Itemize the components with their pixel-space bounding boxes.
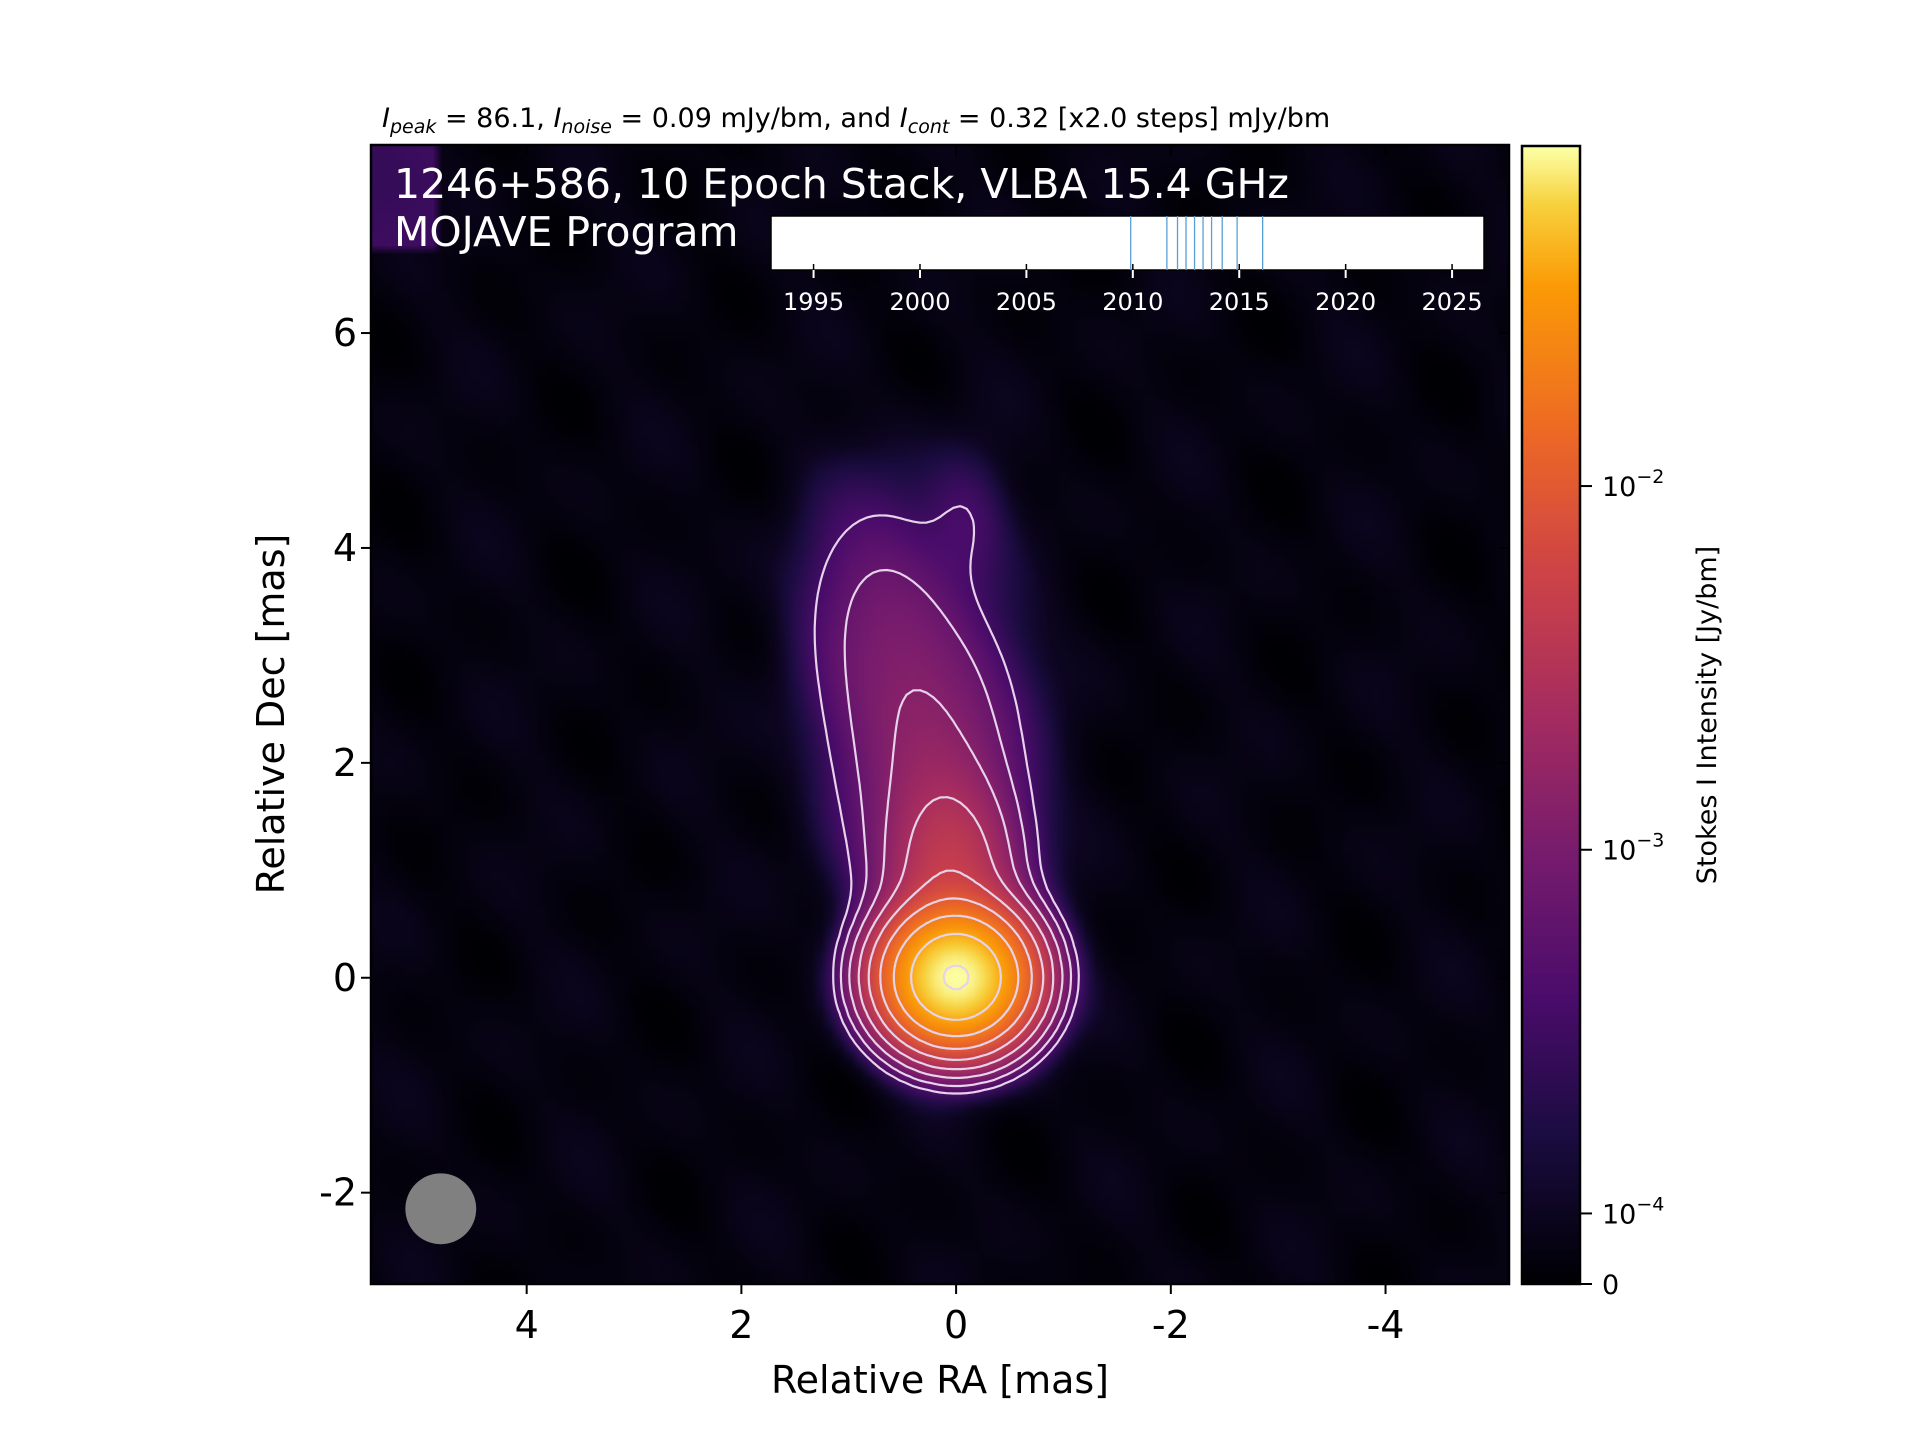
- contour-line: [857, 796, 1055, 1071]
- x-axis-ticks: 4 2 0 -2 -4: [515, 145, 1405, 1347]
- colorbar-gradient: [1522, 146, 1580, 1284]
- header-part: = 0.09 mJy/bm, and: [612, 103, 900, 134]
- contour-line: [942, 964, 970, 991]
- header-part: noise: [561, 116, 612, 138]
- timeline-tick-label: 2015: [1209, 288, 1270, 316]
- image-plot: 4 2 0 -2 -4 -2 0 2 4 6 1246+586, 10 Epoch Stack,…: [319, 143, 1511, 1347]
- contour-line: [879, 897, 1033, 1050]
- chart-header: Ipeak = 86.1, Inoise = 0.09 mJy/bm, and …: [382, 103, 1330, 138]
- timeline-tick-label: 2000: [889, 288, 950, 316]
- contour-line: [892, 914, 1020, 1038]
- x-tick-label: 2: [729, 1303, 753, 1347]
- header-part: I: [382, 103, 390, 134]
- plot-title-line2: MOJAVE Program: [394, 208, 738, 256]
- y-axis-ticks: -2 0 2 4 6: [319, 311, 1509, 1215]
- colorbar-tick-label: 0: [1602, 1270, 1619, 1301]
- y-axis-label: Relative Dec [mas]: [249, 534, 293, 895]
- contour-layer: [813, 505, 1080, 1095]
- epoch-timeline: 1995 2000 2005 2010 2015 2020 2025: [770, 215, 1485, 316]
- y-tick-label: 0: [333, 956, 357, 1000]
- colorbar-ticks: 0 10−4 10−3 10−2: [1580, 466, 1664, 1301]
- header-part: peak: [389, 116, 437, 138]
- colorbar: 0 10−4 10−3 10−2 Stokes I Intensity [Jy/bm]: [1520, 144, 1723, 1301]
- header-part: I: [900, 103, 908, 134]
- contour-line: [839, 568, 1073, 1088]
- timeline-tick-label: 2010: [1102, 288, 1163, 316]
- x-tick-label: -2: [1152, 1303, 1190, 1347]
- contour-line: [867, 869, 1045, 1061]
- header-part: = 0.32 [x2.0 steps] mJy/bm: [949, 103, 1330, 134]
- plot-frame: [369, 143, 1511, 1286]
- intensity-map: [371, 145, 1509, 1284]
- x-tick-label: 0: [944, 1303, 968, 1347]
- x-tick-label: 4: [515, 1303, 539, 1347]
- epoch-lines: [1130, 216, 1264, 270]
- y-tick-label: 2: [333, 741, 357, 785]
- timeline-tick-label: 2025: [1422, 288, 1483, 316]
- timeline-box: [770, 215, 1485, 271]
- y-tick-label: 4: [333, 526, 357, 570]
- timeline-ticks: 1995 2000 2005 2010 2015 2020 2025: [783, 264, 1483, 316]
- header-part: cont: [908, 116, 951, 138]
- contour-line: [910, 932, 1002, 1021]
- y-tick-label: 6: [333, 311, 357, 355]
- colorbar-tick-label: 10−4: [1602, 1193, 1664, 1230]
- contour-line: [848, 689, 1064, 1079]
- header-part: = 86.1,: [436, 103, 553, 134]
- timeline-tick-label: 2020: [1315, 288, 1376, 316]
- plot-title-line1: 1246+586, 10 Epoch Stack, VLBA 15.4 GHz: [394, 160, 1289, 208]
- header-part: I: [553, 103, 561, 134]
- colorbar-label: Stokes I Intensity [Jy/bm]: [1692, 546, 1723, 884]
- y-tick-label: -2: [319, 1171, 357, 1215]
- colorbar-tick-label: 10−2: [1602, 466, 1664, 503]
- colorbar-frame: [1520, 144, 1582, 1286]
- colorbar-tick-label: 10−3: [1602, 830, 1664, 867]
- timeline-tick-label: 1995: [783, 288, 844, 316]
- timeline-tick-label: 2005: [996, 288, 1057, 316]
- x-tick-label: -4: [1367, 1303, 1405, 1347]
- beam-ellipse: [405, 1173, 477, 1245]
- x-axis-label: Relative RA [mas]: [771, 1358, 1109, 1402]
- contour-line: [813, 505, 1080, 1095]
